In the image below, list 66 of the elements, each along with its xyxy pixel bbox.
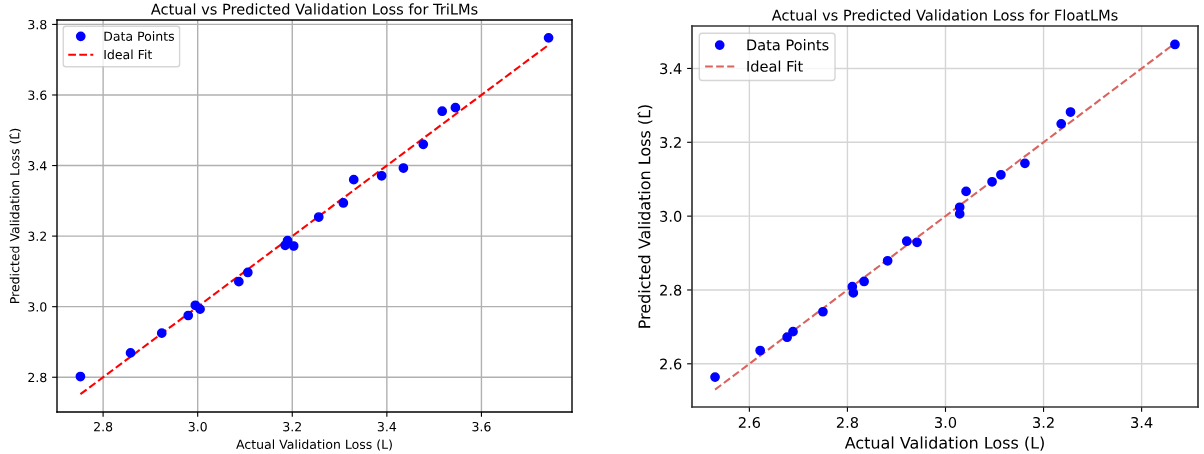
point: [912, 237, 922, 248]
legend-label: Ideal Fit: [747, 60, 803, 72]
chart-title: Actual vs Predicted Validation Loss for TriLMs: [150, 3, 478, 15]
x-tick-label: 3.2: [1033, 416, 1054, 429]
point: [996, 169, 1006, 180]
x-tick-label: 3.6: [472, 421, 491, 432]
legend-label: Ideal Fit: [104, 49, 153, 60]
x-tick-label: 3.4: [1131, 416, 1153, 429]
legend-label: Data Points: [747, 39, 829, 51]
point: [1065, 107, 1076, 117]
y-tick-label: 3.2: [660, 137, 681, 149]
point: [1170, 39, 1180, 50]
x-tick-label: 3.0: [935, 416, 957, 429]
x-tick-label: 3.4: [377, 421, 397, 432]
point: [242, 267, 253, 278]
point: [818, 306, 828, 317]
point: [848, 288, 859, 298]
point: [398, 163, 409, 173]
point: [183, 310, 194, 321]
y-tick-label: 3.2: [28, 231, 47, 242]
x-axis-title: Actual Validation Loss (L): [844, 436, 1044, 451]
chart-title: Actual vs Predicted Validation Loss for FloatLMs: [771, 9, 1118, 21]
point: [1020, 158, 1030, 169]
x-tick-label: 2.8: [94, 421, 113, 432]
y-tick-label: 3.4: [660, 63, 682, 75]
x-tick-label: 3.2: [283, 421, 301, 432]
point: [755, 345, 766, 356]
point: [450, 102, 461, 113]
y-tick-label: 2.6: [660, 358, 682, 370]
point: [125, 348, 136, 358]
point: [288, 241, 299, 251]
y-tick-label: 2.8: [660, 284, 682, 296]
point: [233, 276, 244, 287]
point: [437, 106, 448, 117]
x-tick-label: 3.0: [188, 421, 207, 432]
y-tick-label: 3.4: [28, 161, 47, 171]
point: [901, 236, 912, 247]
y-tick-label: 3.0: [660, 210, 682, 222]
y-tick-label: 3.8: [28, 19, 47, 30]
point: [987, 176, 997, 187]
point: [313, 212, 324, 222]
point: [195, 304, 205, 315]
point: [543, 32, 554, 43]
point: [75, 371, 86, 382]
y-axis-title: Predicted Validation Loss (L̂): [637, 105, 653, 328]
x-tick-label: 2.8: [836, 416, 859, 429]
point: [882, 255, 893, 266]
y-axis-title: Predicted Validation Loss (L̂): [9, 128, 21, 303]
point: [376, 170, 387, 181]
point: [348, 174, 359, 185]
point: [1056, 118, 1067, 129]
point: [859, 276, 869, 287]
y-tick-label: 3.0: [28, 302, 47, 312]
legend-label: Data Points: [104, 31, 174, 41]
point: [961, 186, 971, 197]
point: [156, 328, 167, 339]
y-tick-label: 2.8: [28, 372, 47, 383]
x-axis-title: Actual Validation Loss (L): [236, 439, 392, 451]
point: [418, 139, 429, 150]
y-tick-label: 3.6: [28, 90, 47, 100]
point: [710, 372, 720, 382]
point: [954, 209, 965, 219]
x-tick-label: 2.6: [738, 416, 761, 429]
point: [338, 198, 349, 208]
point: [788, 326, 798, 337]
point: [782, 332, 792, 343]
